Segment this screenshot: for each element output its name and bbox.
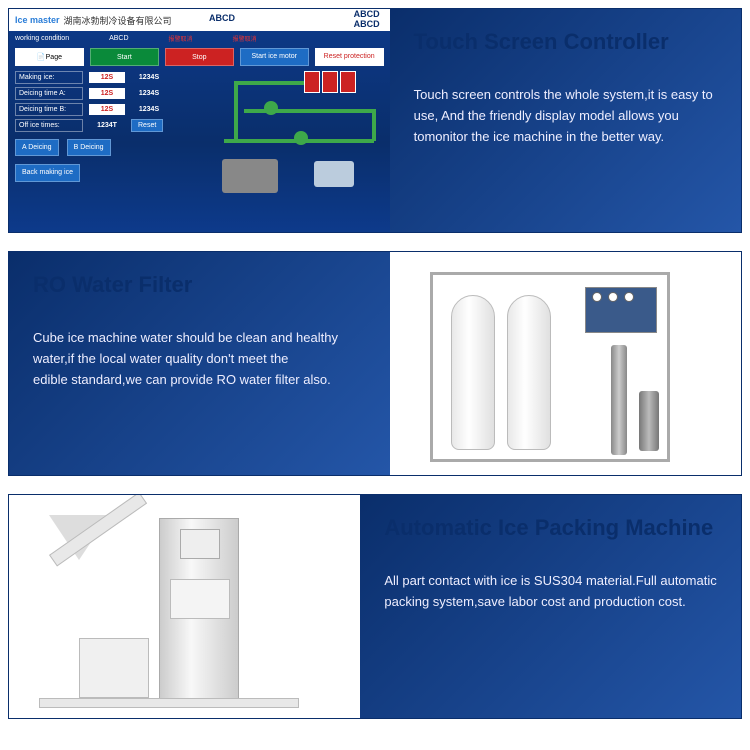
- param-value2: 1234S: [131, 106, 167, 113]
- card1-title: Touch Screen Controller: [414, 29, 717, 55]
- start-button[interactable]: Start: [90, 48, 159, 66]
- param-value2: 1234S: [131, 74, 167, 81]
- hmi-logo: Ice master: [15, 15, 60, 25]
- hmi-company: 湖南冰勃制冷设备有限公司: [64, 14, 172, 27]
- gauge-icon: [624, 292, 634, 302]
- diagram-compressor: [222, 159, 278, 193]
- param-label: Deicing time B:: [15, 103, 83, 116]
- packing-machine-image: [9, 495, 360, 718]
- card1-desc: Touch screen controls the whole system,i…: [414, 85, 717, 147]
- hmi-abcd-top: ABCD: [209, 13, 235, 23]
- ro-frame: [430, 272, 670, 462]
- hmi-button-row: 📄 Page Start Stop Start ice motor Reset …: [9, 45, 390, 69]
- ro-tank: [451, 295, 495, 450]
- ro-filter-image: [390, 252, 741, 475]
- param-label: Making ice:: [15, 71, 83, 84]
- diagram-valve: [294, 131, 308, 145]
- card-packing-machine: Automatic Ice Packing Machine All part c…: [8, 494, 742, 719]
- pack-base-frame: [39, 698, 299, 708]
- diagram-pipe: [244, 109, 374, 113]
- card-ro-water-filter: RO Water Filter Cube ice machine water s…: [8, 251, 742, 476]
- card2-title: RO Water Filter: [33, 272, 366, 298]
- diagram-tank: [322, 71, 338, 93]
- hmi-screenshot: Ice master 湖南冰勃制冷设备有限公司 ABCD ABCDABCD wo…: [9, 9, 390, 232]
- hmi-header: Ice master 湖南冰勃制冷设备有限公司 ABCD ABCDABCD: [9, 9, 390, 31]
- card3-text-panel: Automatic Ice Packing Machine All part c…: [360, 495, 741, 718]
- param-value[interactable]: 12S: [89, 88, 125, 99]
- stop-button[interactable]: Stop: [165, 48, 234, 66]
- param-value[interactable]: 12S: [89, 72, 125, 83]
- hmi-abcd-stack: ABCDABCD: [354, 9, 380, 29]
- reset-protection-button[interactable]: Reset protection: [315, 48, 384, 66]
- ro-pump: [639, 391, 659, 451]
- hmi-bar-c: 报警取消: [169, 34, 193, 43]
- card3-title: Automatic Ice Packing Machine: [384, 515, 717, 541]
- diagram-pipe: [372, 109, 376, 141]
- pack-hopper-top: [180, 529, 220, 559]
- hmi-status-bar: working condition ABCD 报警取消 报警取消: [9, 31, 390, 45]
- reset-button[interactable]: Reset: [131, 119, 163, 132]
- pack-feed-unit: [79, 638, 149, 698]
- card2-text-panel: RO Water Filter Cube ice machine water s…: [9, 252, 390, 475]
- diagram-pipe: [234, 81, 238, 141]
- a-deicing-button[interactable]: A Deicing: [15, 139, 59, 156]
- ro-pump-column: [611, 345, 627, 455]
- pack-tower: [159, 518, 239, 708]
- ro-tank: [507, 295, 551, 450]
- hmi-panel: Ice master 湖南冰勃制冷设备有限公司 ABCD ABCDABCD wo…: [9, 9, 390, 232]
- pack-control-box: [170, 579, 230, 619]
- gauge-icon: [608, 292, 618, 302]
- hmi-bar-a: working condition: [15, 35, 69, 42]
- param-value2: 1234S: [131, 90, 167, 97]
- param-label: Off ice times:: [15, 119, 83, 132]
- hmi-flow-diagram: [214, 71, 384, 221]
- ro-control-panel: [585, 287, 657, 333]
- gauge-icon: [592, 292, 602, 302]
- card2-desc: Cube ice machine water should be clean a…: [33, 328, 366, 390]
- hmi-bar-b: ABCD: [109, 35, 128, 42]
- ro-illustration: [400, 262, 731, 465]
- card-touch-screen: Ice master 湖南冰勃制冷设备有限公司 ABCD ABCDABCD wo…: [8, 8, 742, 233]
- diagram-tank: [304, 71, 320, 93]
- diagram-tank: [340, 71, 356, 93]
- start-ice-motor-button[interactable]: Start ice motor: [240, 48, 309, 66]
- b-deicing-button[interactable]: B Deicing: [67, 139, 111, 156]
- pack-illustration: [19, 505, 350, 708]
- diagram-valve: [264, 101, 278, 115]
- diagram-pipe: [234, 81, 304, 85]
- diagram-unit: [314, 161, 354, 187]
- page-button[interactable]: 📄 Page: [15, 48, 84, 66]
- hmi-bar-d: 报警取消: [233, 34, 257, 43]
- param-value[interactable]: 12S: [89, 104, 125, 115]
- card3-desc: All part contact with ice is SUS304 mate…: [384, 571, 717, 613]
- param-label: Deicing time A:: [15, 87, 83, 100]
- back-making-ice-button[interactable]: Back making ice: [15, 164, 80, 182]
- param-value2: 1234T: [89, 122, 125, 129]
- card1-text-panel: Touch Screen Controller Touch screen con…: [390, 9, 741, 232]
